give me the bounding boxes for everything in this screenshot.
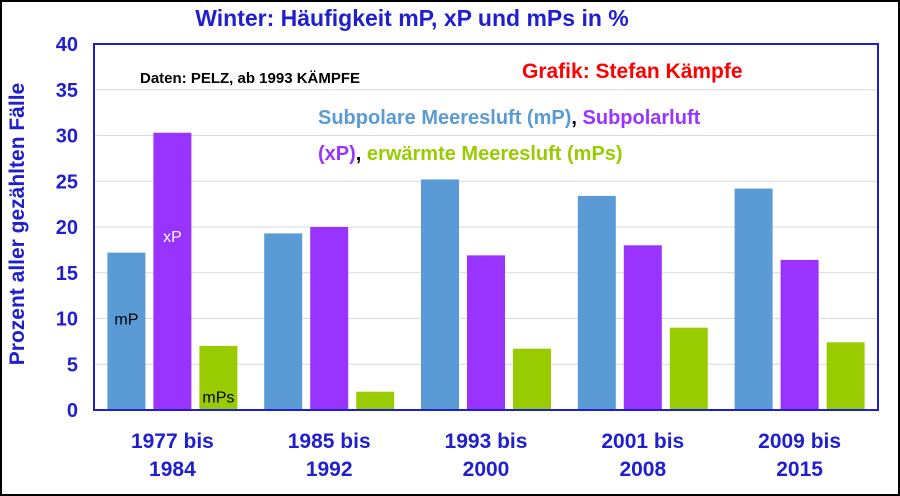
- bar-xP: [623, 245, 662, 410]
- legend-entry: ,: [571, 107, 582, 129]
- legend-line: Subpolare Meeresluft (mP), Subpolarluft: [318, 107, 701, 129]
- bar-mPs: [356, 391, 395, 410]
- bar-label: mPs: [202, 389, 234, 406]
- data-source-note: Daten: PELZ, ab 1993 KÄMPFE: [140, 70, 360, 87]
- y-tick-labels: 0 5 10 15 20 25 30 35 40: [56, 34, 78, 422]
- x-tick-label: 1977 bis: [131, 430, 214, 453]
- plot-area-border: [93, 43, 879, 411]
- y-axis-label: Prozent aller gezählten Fälle: [6, 83, 29, 365]
- y-tick-label: 5: [67, 354, 78, 376]
- bars: [107, 132, 865, 410]
- legend-entry: erwärmte Meeresluft (mPs): [367, 143, 623, 165]
- bar-mP: [264, 233, 303, 410]
- x-tick-label: 2000: [463, 458, 510, 481]
- y-tick-label: 10: [56, 309, 78, 331]
- bar-mPs: [669, 327, 708, 410]
- bar-mPs: [199, 345, 238, 410]
- y-tick-label: 35: [56, 80, 78, 102]
- y-tick-label: 25: [56, 171, 78, 193]
- bar-xP: [780, 259, 819, 410]
- x-tick-label: 1992: [306, 458, 353, 481]
- chart-title: Winter: Häufigkeit mP, xP und mPs in %: [195, 5, 628, 31]
- bar-xP: [153, 132, 192, 410]
- y-tick-label: 30: [56, 126, 78, 148]
- bar-mPs: [513, 348, 551, 410]
- bar-mP: [421, 179, 459, 410]
- y-tick-label: 15: [56, 263, 78, 285]
- legend-text: Subpolare Meeresluft (mP), Subpolarluft (…: [318, 107, 701, 165]
- legend-entry: Subpolare Meeresluft (mP): [318, 107, 571, 129]
- bar-labels: mP xP mPs: [114, 229, 234, 406]
- x-tick-label: 1985 bis: [288, 430, 371, 453]
- bar-mP: [107, 252, 146, 410]
- x-tick-label: 1993 bis: [445, 430, 528, 453]
- legend-entry: (xP): [318, 143, 356, 165]
- bar-mP: [577, 195, 616, 410]
- y-tick-label: 40: [56, 34, 78, 56]
- x-tick-label: 2008: [619, 458, 666, 481]
- x-tick-label: 2001 bis: [601, 430, 684, 453]
- y-tick-label: 20: [56, 217, 78, 239]
- chart-credit: Grafik: Stefan Kämpfe: [522, 60, 743, 83]
- bar-xP: [467, 255, 505, 410]
- x-tick-labels: 1977 bis 1984 1985 bis 1992 1993 bis 2000 2001…: [131, 430, 841, 481]
- bar-mPs: [826, 342, 865, 410]
- bar-label: mP: [114, 312, 138, 329]
- bar-mP: [734, 188, 773, 410]
- bar-label: xP: [163, 229, 182, 246]
- legend-entry: Subpolarluft: [583, 107, 701, 129]
- legend-line: (xP), erwärmte Meeresluft (mPs): [318, 143, 623, 165]
- y-tick-label: 0: [67, 400, 78, 422]
- x-tick-label: 2015: [776, 458, 823, 481]
- x-tick-label: 1984: [149, 458, 196, 481]
- legend-entry: ,: [356, 143, 367, 165]
- bar-xP: [310, 227, 349, 410]
- x-tick-label: 2009 bis: [758, 430, 841, 453]
